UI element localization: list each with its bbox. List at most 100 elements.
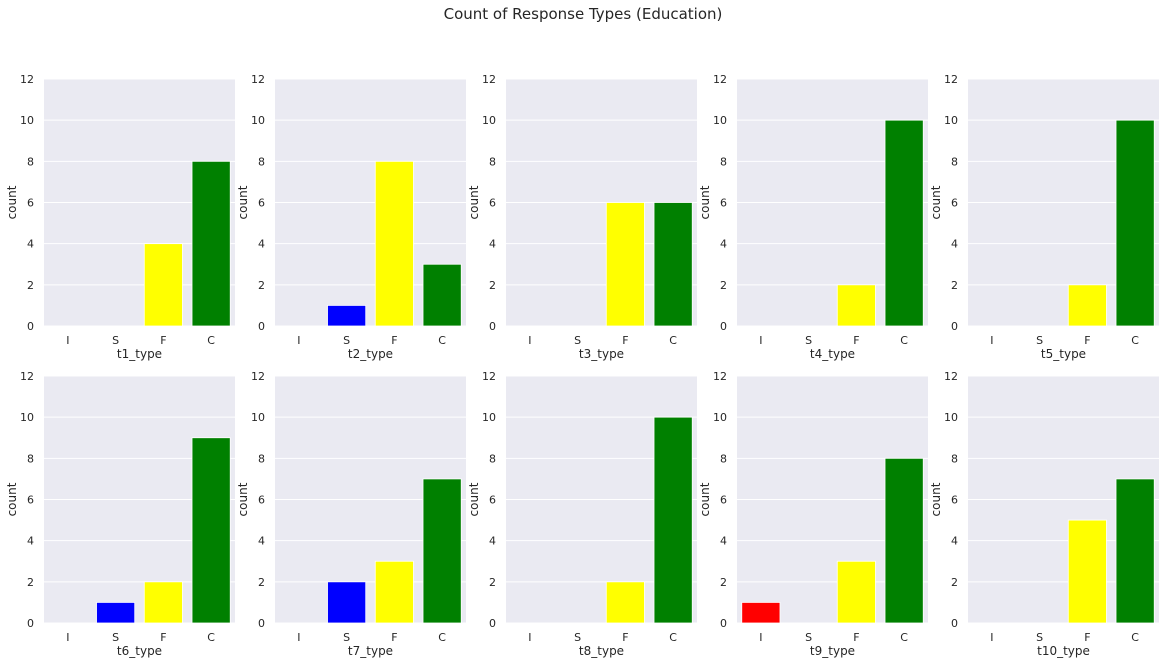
y-tick-label: 6: [951, 494, 958, 507]
bar-C: [884, 119, 924, 327]
bar-F: [836, 560, 876, 624]
x-axis-label: t5_type: [1041, 347, 1086, 361]
x-tick-label: F: [160, 631, 166, 644]
subplot-7: 0 2 4 6 8 10 12 I S F Ct7_type count: [236, 370, 466, 658]
y-axis-label: count: [698, 482, 712, 516]
x-axis-label: t1_type: [117, 347, 162, 361]
y-tick-label: 8: [27, 155, 34, 168]
x-tick-label: I: [66, 631, 69, 644]
bar-C: [653, 202, 693, 327]
y-tick-label: 8: [258, 155, 265, 168]
y-tick-label: 6: [720, 197, 727, 210]
y-tick-label: 0: [489, 320, 496, 333]
y-axis-label: count: [5, 482, 19, 516]
x-tick-label: F: [622, 631, 628, 644]
bar-F: [836, 284, 876, 327]
subplot-5: 0 2 4 6 8 10 12 I S F Ct5_type count: [929, 73, 1159, 361]
x-tick-label: C: [900, 334, 908, 347]
y-tick-label: 6: [720, 494, 727, 507]
y-tick-label: 8: [951, 155, 958, 168]
y-tick-label: 0: [258, 617, 265, 630]
x-axis-label: t2_type: [348, 347, 393, 361]
x-tick-label: C: [900, 631, 908, 644]
y-tick-label: 10: [20, 411, 34, 424]
x-tick-label: F: [1084, 334, 1090, 347]
y-tick-label: 2: [951, 576, 958, 589]
bar-C: [1115, 478, 1155, 624]
y-tick-label: 2: [27, 576, 34, 589]
y-tick-label: 12: [482, 73, 496, 86]
y-tick-label: 4: [258, 535, 265, 548]
x-tick-label: F: [391, 631, 397, 644]
x-axis-label: t6_type: [117, 644, 162, 658]
y-tick-label: 4: [27, 238, 34, 251]
subplot-6: 0 2 4 6 8 10 12 I S F Ct6_type count: [5, 370, 235, 658]
x-axis-label: t3_type: [579, 347, 624, 361]
y-tick-label: 8: [951, 452, 958, 465]
bar-F: [143, 581, 183, 624]
y-tick-label: 12: [251, 370, 265, 383]
y-tick-label: 12: [713, 370, 727, 383]
x-tick-label: I: [990, 334, 993, 347]
y-tick-label: 10: [482, 114, 496, 127]
bar-C: [653, 416, 693, 624]
x-tick-label: S: [1036, 631, 1043, 644]
y-tick-label: 2: [258, 576, 265, 589]
y-tick-label: 6: [258, 197, 265, 210]
bar-C: [884, 457, 924, 624]
y-tick-label: 12: [713, 73, 727, 86]
x-tick-label: S: [805, 334, 812, 347]
subplot-3: 0 2 4 6 8 10 12 I S F Ct3_type count: [467, 73, 697, 361]
y-tick-label: 0: [720, 617, 727, 630]
y-tick-label: 4: [258, 238, 265, 251]
y-tick-label: 2: [489, 576, 496, 589]
y-tick-label: 4: [720, 535, 727, 548]
y-axis-label: count: [929, 482, 943, 516]
x-tick-label: C: [1131, 334, 1139, 347]
y-tick-label: 0: [951, 617, 958, 630]
bar-I: [741, 602, 781, 624]
subplot-2: 0 2 4 6 8 10 12 I S F Ct2_type count: [236, 73, 466, 361]
y-tick-label: 6: [27, 494, 34, 507]
x-tick-label: I: [990, 631, 993, 644]
bar-S: [96, 602, 136, 624]
y-tick-label: 2: [720, 279, 727, 292]
x-tick-label: S: [343, 631, 350, 644]
x-tick-label: S: [805, 631, 812, 644]
y-axis-label: count: [5, 185, 19, 219]
x-axis-label: t10_type: [1037, 644, 1090, 658]
y-tick-label: 8: [720, 452, 727, 465]
y-axis-label: count: [467, 185, 481, 219]
bar-C: [191, 437, 231, 624]
x-tick-label: F: [853, 334, 859, 347]
x-tick-label: C: [669, 334, 677, 347]
x-tick-label: F: [160, 334, 166, 347]
bar-S: [327, 305, 367, 327]
y-tick-label: 4: [720, 238, 727, 251]
y-tick-label: 0: [27, 617, 34, 630]
x-tick-label: S: [112, 631, 119, 644]
y-tick-label: 10: [251, 114, 265, 127]
x-tick-label: I: [297, 631, 300, 644]
y-tick-label: 0: [951, 320, 958, 333]
x-axis-label: t7_type: [348, 644, 393, 658]
y-tick-label: 10: [713, 411, 727, 424]
x-tick-label: F: [622, 334, 628, 347]
y-axis-label: count: [236, 185, 250, 219]
y-tick-label: 10: [713, 114, 727, 127]
y-tick-label: 2: [489, 279, 496, 292]
x-tick-label: I: [759, 334, 762, 347]
y-tick-label: 12: [20, 73, 34, 86]
subplot-9: 0 2 4 6 8 10 12 I S F Ct9_type count: [698, 370, 928, 658]
y-tick-label: 8: [489, 155, 496, 168]
x-tick-label: F: [853, 631, 859, 644]
bar-F: [374, 560, 414, 624]
x-tick-label: I: [528, 631, 531, 644]
y-tick-label: 2: [27, 279, 34, 292]
x-axis-label: t4_type: [810, 347, 855, 361]
bar-F: [1067, 519, 1107, 624]
x-tick-label: I: [528, 334, 531, 347]
y-tick-label: 0: [258, 320, 265, 333]
